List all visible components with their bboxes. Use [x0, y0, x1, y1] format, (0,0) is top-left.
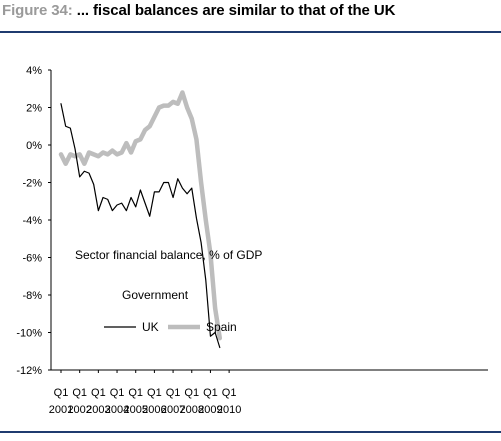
- y-tick-label: -4%: [22, 215, 42, 227]
- y-tick-label: -10%: [16, 328, 42, 340]
- x-tick-label-quarter: Q1: [203, 387, 218, 399]
- figure-title-text: ... fiscal balances are similar to that …: [76, 2, 396, 19]
- x-tick-label-year: 2005: [123, 404, 147, 416]
- y-tick-label: -8%: [22, 290, 42, 302]
- x-tick-label-quarter: Q1: [147, 387, 162, 399]
- y-tick-label: -2%: [22, 178, 42, 190]
- x-tick-label-year: 2009: [198, 404, 222, 416]
- x-tick-label-year: 2007: [161, 404, 185, 416]
- y-tick-label: -6%: [22, 253, 42, 265]
- y-tick-label: 2%: [26, 103, 42, 115]
- x-tick-label-year: 2010: [217, 404, 241, 416]
- x-tick-label-quarter: Q1: [128, 387, 143, 399]
- legend: UK Spain: [104, 320, 237, 334]
- x-tick-label-quarter: Q1: [184, 387, 199, 399]
- series-line-uk: [60, 103, 221, 349]
- figure-label: Figure 34:: [2, 2, 73, 19]
- x-tick-label-year: 2008: [180, 404, 204, 416]
- chart-annotation-government: Government: [122, 288, 189, 302]
- x-tick-label-quarter: Q1: [91, 387, 106, 399]
- x-tick-label-quarter: Q1: [222, 387, 237, 399]
- x-tick-label-year: 2006: [142, 404, 166, 416]
- x-tick-label-year: 2001: [49, 404, 73, 416]
- x-tick-label-year: 2003: [86, 404, 110, 416]
- x-tick-label-year: 2004: [105, 404, 129, 416]
- x-tick-label-year: 2002: [67, 404, 91, 416]
- legend-label-uk: UK: [142, 320, 159, 334]
- y-tick-label: 4%: [26, 65, 42, 77]
- legend-label-spain: Spain: [206, 320, 237, 334]
- chart-annotation-sector: Sector financial balance, % of GDP: [75, 248, 262, 262]
- y-tick-label: 0%: [26, 140, 42, 152]
- figure-title: Figure 34: ... fiscal balances are simil…: [2, 2, 395, 19]
- y-tick-label: -12%: [16, 365, 42, 377]
- x-tick-label-quarter: Q1: [72, 387, 87, 399]
- x-tick-label-quarter: Q1: [54, 387, 69, 399]
- top-rule: [0, 31, 501, 33]
- x-tick-label-quarter: Q1: [166, 387, 181, 399]
- x-tick-label-quarter: Q1: [110, 387, 125, 399]
- plot-area: 4%2%0%-2%-4%-6%-8%-10%-12%Q12001Q12002Q1…: [16, 65, 488, 416]
- series-line-spain: [58, 90, 223, 341]
- bottom-rule: [0, 431, 501, 433]
